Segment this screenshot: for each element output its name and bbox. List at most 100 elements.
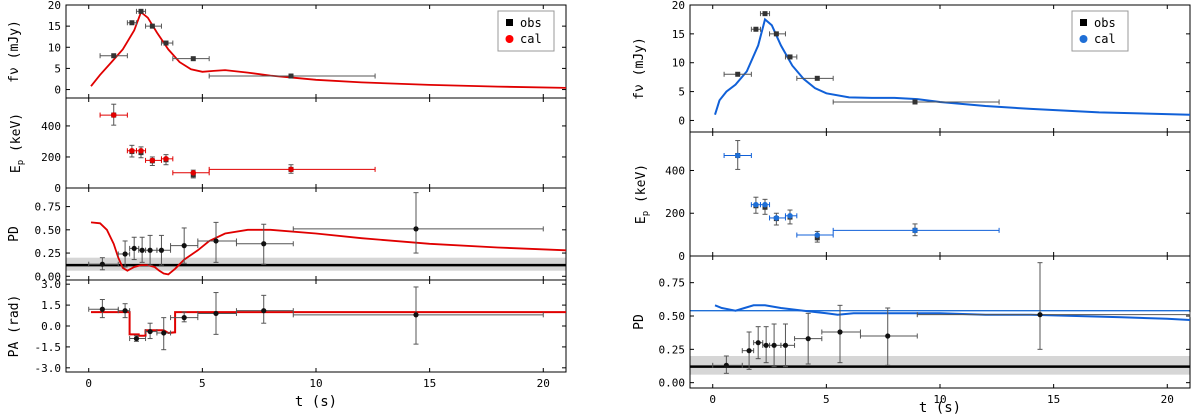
x-tick-label: 15	[1047, 393, 1060, 406]
pa-tick-label: -1.5	[35, 341, 62, 354]
r-flux-obs-point	[773, 31, 779, 37]
r-pd-obs-point	[837, 329, 843, 335]
r-ep-tick-label: 200	[665, 207, 685, 220]
r-pd-model-curve	[714, 304, 1191, 321]
ep-tick-label: 0	[54, 182, 61, 195]
flux-obs-point	[149, 23, 155, 29]
pd-tick-label: 0.00	[35, 270, 62, 283]
r-pd-tick-label: 0.00	[659, 377, 686, 390]
r-ep-model-point	[753, 201, 759, 208]
pd-model-curve	[90, 221, 567, 276]
r-flux-tick-label: 10	[672, 57, 685, 70]
pd-obs-point	[213, 238, 219, 244]
r-pd-obs-point	[771, 342, 777, 348]
legend-cal-marker	[505, 35, 514, 43]
flux-tick-label: 15	[48, 20, 61, 33]
ep-model-point	[288, 166, 294, 173]
ep-y-label-sub: p	[16, 160, 26, 165]
legend-obs-label: obs	[520, 16, 542, 30]
r-flux-model-curve	[714, 17, 1191, 116]
pd-obs-point	[261, 241, 267, 247]
ep-tick-label: 400	[41, 120, 61, 133]
r-ep-y-label-sub: p	[641, 211, 651, 216]
legend-obs-marker	[1080, 19, 1087, 26]
r-flux-obs-point	[735, 71, 741, 77]
pd-obs-point	[131, 245, 137, 252]
r-pd-obs-point	[746, 348, 752, 354]
ep-model-point	[129, 147, 135, 154]
pa-obs-point	[161, 330, 167, 336]
x-tick-label: 0	[709, 393, 716, 406]
r-pd-obs-point	[885, 333, 891, 339]
r-flux-obs-point	[787, 54, 793, 60]
r-pd-obs-point	[805, 336, 811, 342]
right-x-axis-label: t (s)	[919, 400, 961, 416]
pa-obs-point	[133, 335, 140, 342]
r-ep-model-point	[787, 213, 793, 219]
r-pd-obs-point	[723, 362, 729, 368]
flux-obs-point	[111, 53, 117, 59]
pa-obs-point	[413, 312, 419, 318]
r-ep-y-label: Ep (keV)	[634, 164, 651, 224]
r-ep-axes	[689, 131, 1191, 257]
pd-tick-label: 0.25	[35, 247, 62, 260]
flux-obs-point	[163, 40, 169, 46]
r-flux-tick-label: 20	[672, 0, 685, 12]
flux-obs-point	[288, 73, 294, 79]
pd-tick-label: 0.50	[35, 224, 62, 237]
ep-model-point	[163, 156, 169, 162]
x-tick-label: 20	[1161, 393, 1174, 406]
x-tick-label: 10	[309, 377, 322, 390]
r-flux-obs-point	[753, 26, 759, 32]
legend-cal-marker	[1079, 35, 1088, 43]
r-flux-tick-label: 5	[678, 86, 685, 99]
pa-obs-point	[181, 315, 187, 321]
pa-obs-point	[213, 310, 219, 317]
pa-obs-point	[122, 308, 128, 314]
ep-model-point	[110, 112, 117, 118]
flux-y-label: fν (mJy)	[7, 20, 22, 83]
pa-obs-point	[147, 328, 153, 335]
legend-obs-marker	[506, 19, 513, 26]
r-pd-tick-label: 0.25	[659, 343, 686, 356]
flux-model-curve	[90, 10, 567, 89]
r-flux-tick-label: 15	[672, 28, 685, 41]
ep-model-point	[138, 147, 144, 154]
r-pd-band	[690, 356, 1190, 375]
r-ep-model-point	[734, 152, 741, 159]
flux-obs-point	[138, 8, 144, 14]
pa-y-label: PA (rad)	[7, 295, 22, 358]
r-flux-y-label: fν (mJy)	[632, 37, 647, 100]
flux-tick-label: 20	[48, 0, 61, 12]
legend-obs-label: obs	[1094, 16, 1116, 30]
r-ep-tick-label: 0	[678, 250, 685, 263]
ep-y-label-main: E	[9, 165, 24, 173]
ep-y-label-unit: (keV)	[9, 113, 24, 160]
pa-tick-label: -3.0	[35, 362, 62, 375]
flux-obs-point	[190, 56, 196, 62]
flux-tick-label: 5	[54, 62, 61, 75]
pd-obs-point	[158, 247, 165, 253]
pd-obs-point	[139, 247, 145, 253]
r-pd-tick-label: 0.75	[659, 277, 686, 290]
r-flux-obs-point	[762, 11, 768, 17]
legend-box	[1071, 10, 1129, 52]
pa-obs-point	[261, 308, 267, 314]
x-tick-label: 15	[423, 377, 436, 390]
pd-obs-point	[122, 251, 128, 257]
pa-tick-label: 1.5	[41, 299, 61, 312]
flux-tick-label: 0	[54, 84, 61, 97]
pa-axes	[65, 279, 567, 373]
ep-model-point	[149, 157, 156, 164]
x-tick-label: 5	[823, 393, 830, 406]
r-flux-tick-label: 0	[678, 114, 685, 127]
flux-tick-label: 10	[48, 41, 61, 54]
legend-box	[497, 10, 555, 52]
r-pd-obs-point	[763, 342, 769, 348]
r-ep-model-point	[912, 227, 918, 234]
flux-axes	[65, 4, 567, 99]
r-ep-model-point	[814, 232, 821, 238]
ep-axes	[65, 97, 567, 189]
pd-tick-label: 0.75	[35, 201, 62, 214]
